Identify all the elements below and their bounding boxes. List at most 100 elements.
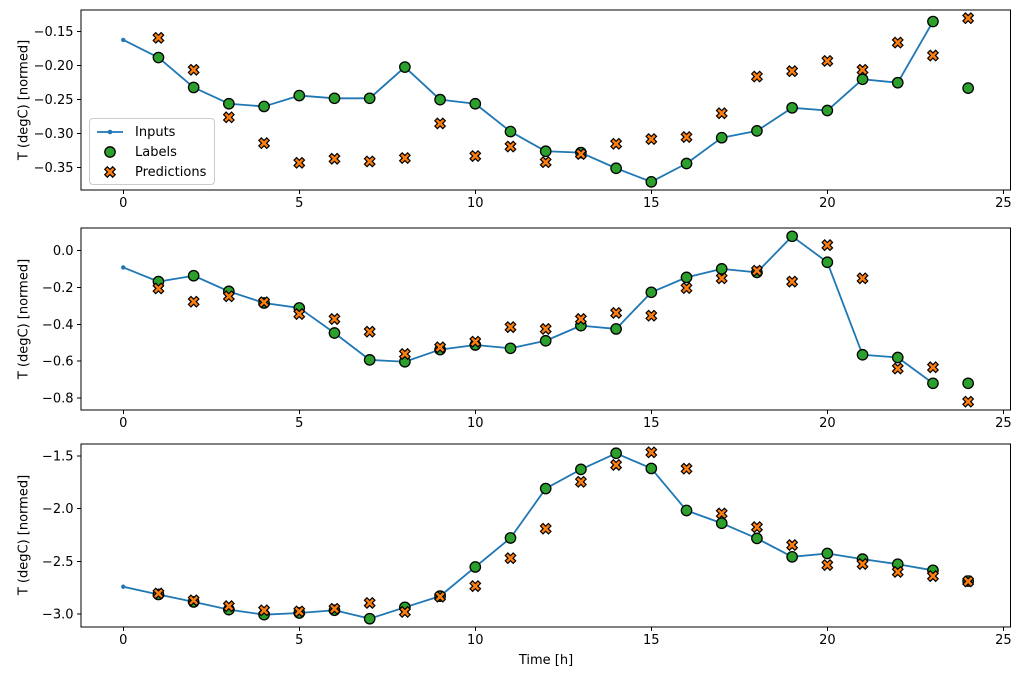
predictions-point: [222, 290, 235, 303]
predictions-point: [786, 65, 799, 78]
predictions-point: [469, 580, 482, 593]
predictions-point: [398, 605, 411, 619]
y-axis-label-middle: T (degC) [normed]: [16, 258, 32, 380]
y-axis-label-bottom: T (degC) [normed]: [16, 474, 32, 596]
labels-point: [821, 256, 834, 269]
y-tick-label: 0.0: [53, 244, 74, 259]
legend-item-labels: Labels: [95, 142, 208, 162]
predictions-point: [222, 111, 235, 124]
labels-point: [399, 61, 411, 73]
legend: Inputs Labels Predictions: [89, 118, 215, 185]
y-tick-label: −2.0: [42, 502, 74, 517]
predictions-point: [257, 137, 271, 150]
series-predictions: [152, 446, 975, 619]
labels-point: [680, 271, 693, 284]
predictions-point: [821, 239, 834, 252]
y-tick-label: −0.8: [42, 392, 74, 407]
predictions-point: [680, 462, 693, 475]
predictions-point: [504, 140, 517, 153]
predictions-point: [398, 347, 411, 361]
labels-point: [328, 92, 341, 105]
x-icon: [103, 165, 117, 179]
x-tick-label: 20: [819, 633, 836, 648]
labels-point: [575, 463, 587, 476]
labels-point: [539, 145, 552, 158]
predictions-point: [680, 281, 693, 295]
labels-point: [504, 342, 517, 355]
labels-point: [715, 517, 728, 530]
plot-area: [80, 443, 1011, 628]
y-tick-label: −3.0: [42, 608, 74, 623]
labels-point: [715, 263, 728, 275]
predictions-point: [469, 335, 482, 348]
predictions-point: [574, 312, 587, 326]
y-tick-label: −0.2: [42, 281, 74, 296]
inputs-line: [122, 21, 934, 183]
subplot-1: 0 5 10 15 20 25 0.0 −0.2 −0.4 −0.6 −0.8: [42, 227, 1012, 431]
predictions-point: [645, 446, 658, 459]
x-tick-label: 5: [295, 196, 303, 211]
labels-point: [504, 125, 517, 138]
labels-point: [645, 176, 658, 188]
y-tick-label: −0.35: [34, 161, 74, 176]
inputs-line: [123, 452, 934, 620]
predictions-point: [610, 137, 623, 150]
labels-point: [786, 550, 798, 563]
predictions-point: [398, 151, 411, 165]
x-axis-label: Time [h]: [518, 653, 574, 668]
x-tick-label: 15: [643, 416, 660, 431]
x-tick-label: 10: [467, 633, 484, 648]
predictions-point: [152, 282, 165, 295]
y-tick-label: −2.5: [42, 555, 74, 570]
labels-point: [891, 351, 904, 364]
predictions-point: [363, 325, 376, 338]
labels-point: [258, 100, 270, 113]
x-tick-label: 15: [643, 633, 660, 648]
predictions-point: [715, 507, 728, 520]
labels-point: [610, 162, 622, 175]
labels-point: [187, 269, 200, 282]
labels-point: [152, 51, 165, 64]
inputs-point: [121, 37, 126, 43]
predictions-point: [504, 321, 517, 334]
inputs-line: [122, 235, 934, 385]
predictions-point: [539, 156, 552, 169]
predictions-point: [187, 63, 200, 76]
line-dot-icon: [97, 129, 123, 135]
labels-point: [856, 73, 869, 86]
labels-point: [786, 101, 798, 114]
labels-point: [187, 81, 200, 94]
predictions-point: [926, 49, 940, 62]
predictions-point: [962, 575, 975, 588]
predictions-point: [610, 458, 623, 472]
legend-label-predictions: Predictions: [135, 164, 207, 180]
series-predictions: [152, 239, 975, 408]
labels-point: [751, 125, 763, 137]
labels-point: [786, 230, 798, 243]
x-tick-label: 10: [467, 416, 484, 431]
predictions-point: [257, 296, 271, 309]
legend-label-inputs: Inputs: [135, 124, 176, 140]
predictions-point: [821, 558, 834, 572]
labels-point: [891, 76, 904, 89]
predictions-point: [434, 117, 447, 130]
labels-point: [680, 157, 693, 170]
predictions-point: [645, 309, 658, 322]
y-tick-label: −0.15: [34, 25, 74, 40]
predictions-point: [821, 54, 834, 68]
plot-area: [80, 227, 1011, 411]
predictions-point: [539, 522, 552, 535]
y-tick-label: −0.6: [42, 355, 74, 370]
legend-item-inputs: Inputs: [95, 122, 208, 142]
predictions-point: [926, 570, 940, 583]
y-axis-label-top: T (degC) [normed]: [16, 39, 32, 161]
labels-point: [962, 377, 975, 390]
predictions-point: [962, 12, 975, 25]
predictions-point: [645, 132, 658, 146]
predictions-point: [187, 295, 200, 308]
subplot-2: 0 5 10 15 20 25 −1.5 −2.0 −2.5 −3.0: [42, 443, 1012, 648]
predictions-point: [328, 152, 341, 165]
predictions-point: [856, 557, 869, 571]
x-tick-label: 0: [119, 416, 127, 431]
